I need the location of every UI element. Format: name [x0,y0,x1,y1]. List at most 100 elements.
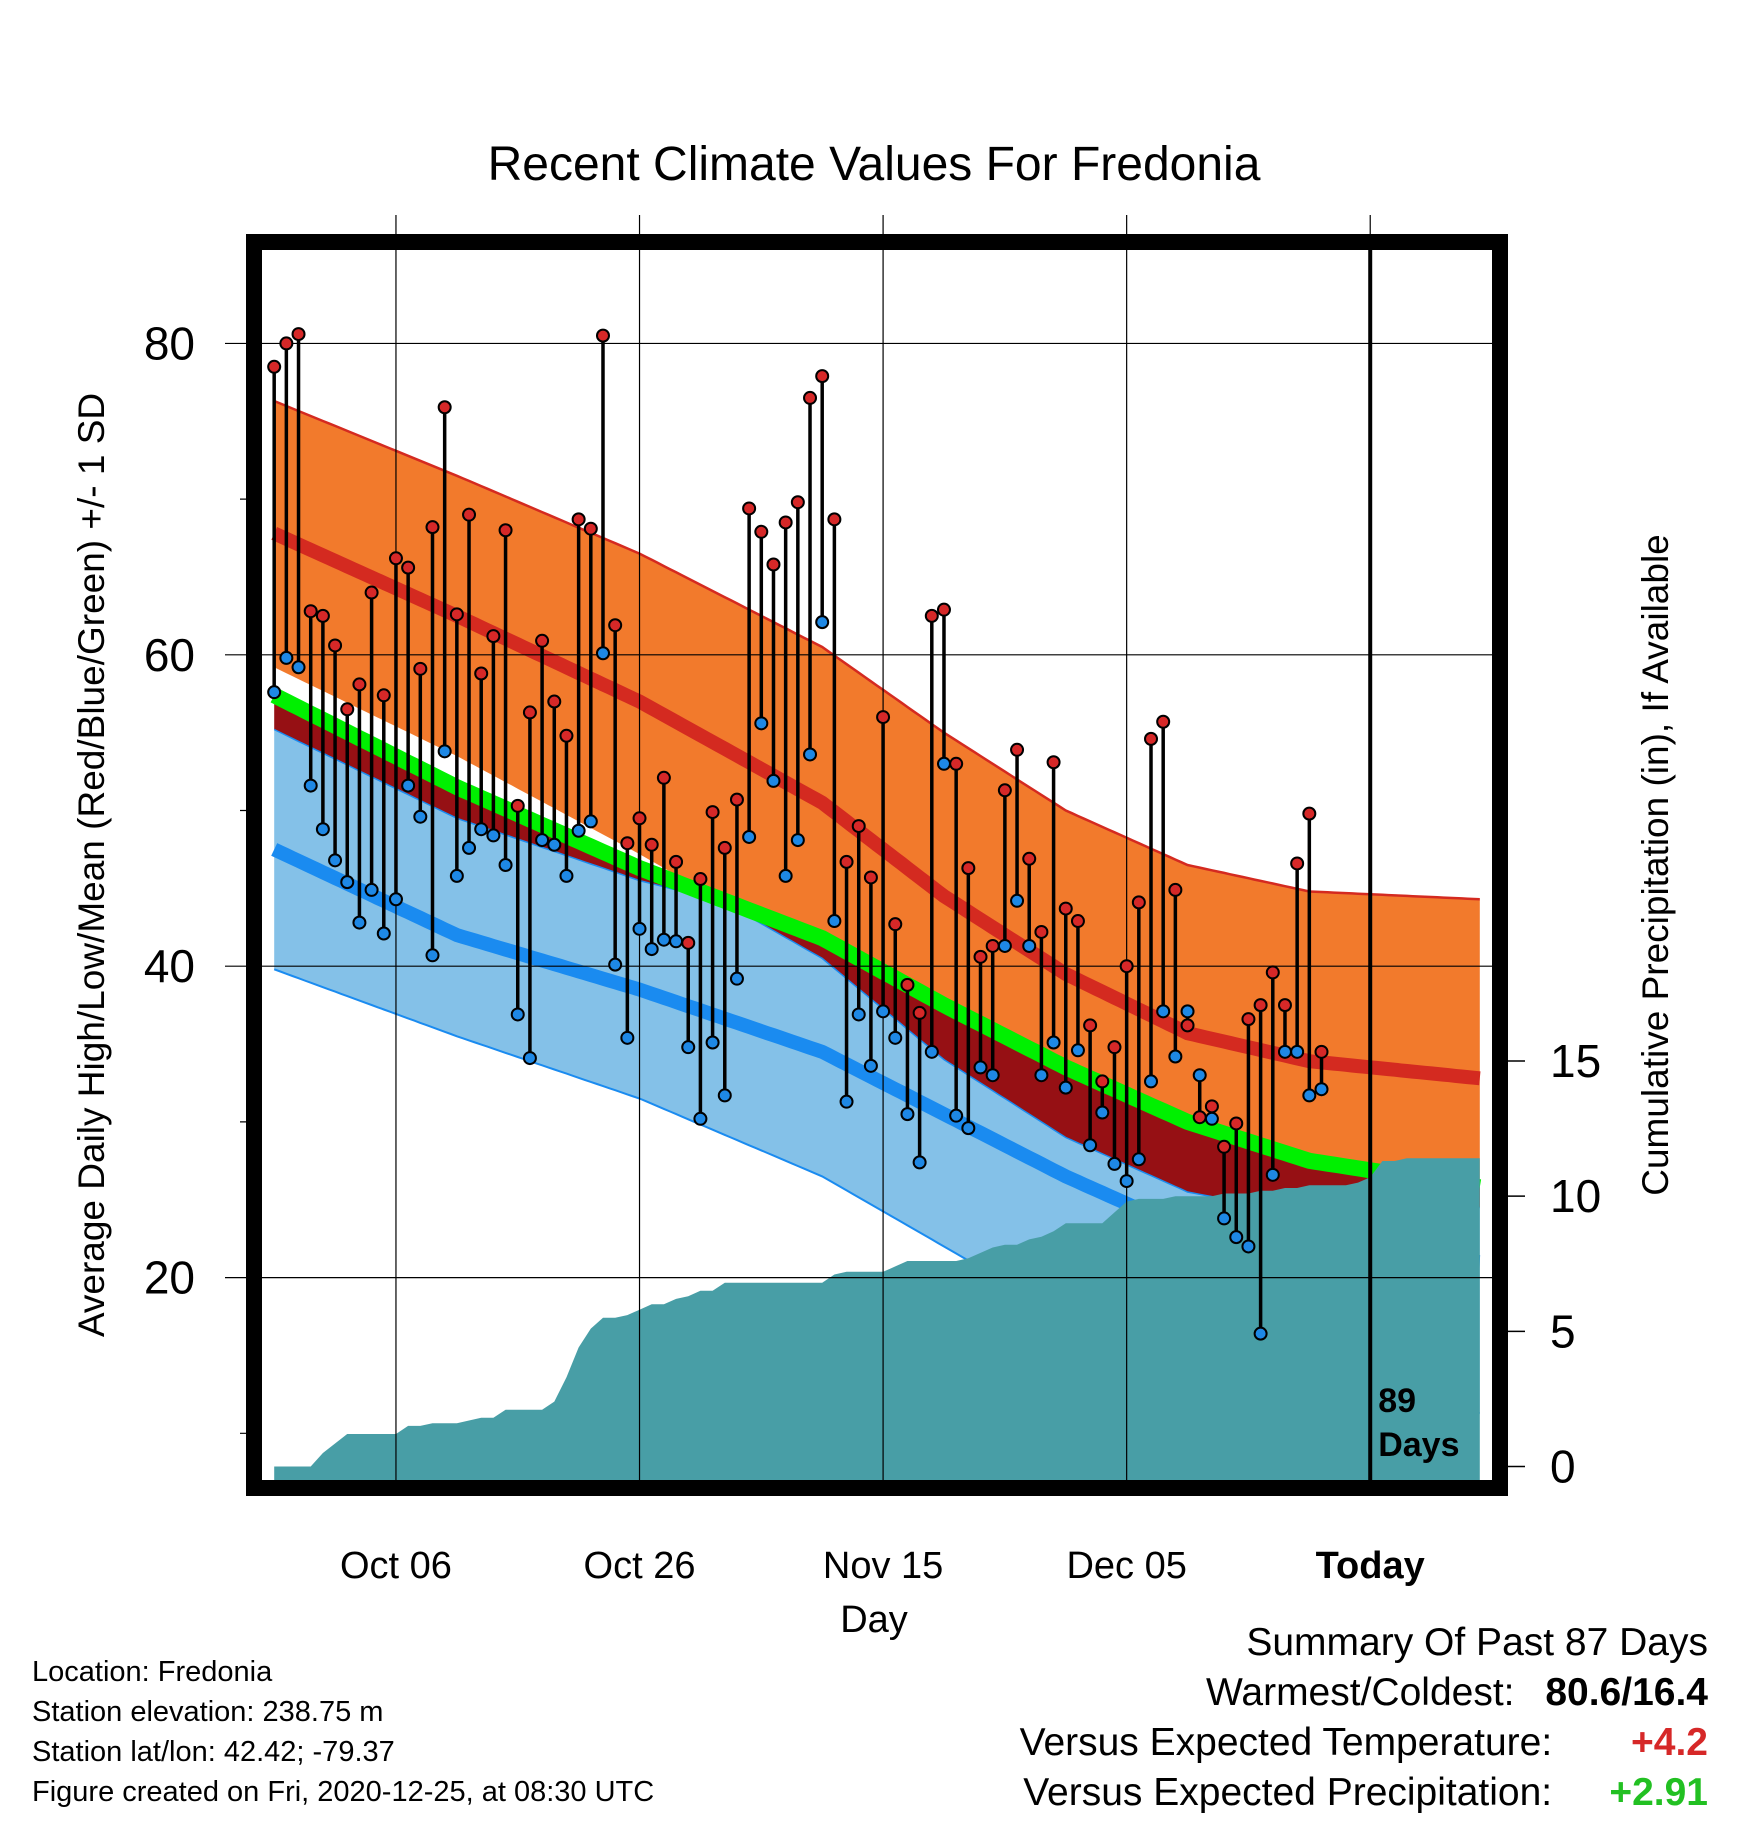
daily-low-point [498,858,513,872]
daily-low-point [559,868,574,883]
daily-low-point [1107,1156,1122,1171]
daily-low-point [571,823,586,838]
daily-high-point [888,917,903,932]
summary-heading: Summary Of Past 87 Days [1246,1621,1708,1664]
daily-low-point [900,1107,915,1122]
daily-high-point [1058,901,1073,916]
daily-high-point [486,629,501,644]
high-normal-band [274,401,1480,1216]
daily-low-point [1058,1080,1073,1095]
daily-low-point [803,747,818,762]
daily-low-point [876,1004,891,1019]
daily-high-point [681,935,696,950]
elevation-text: Station elevation: 238.75 m [32,1696,384,1728]
precip-departure-label: Versus Expected Precipitation: [1023,1771,1553,1814]
daily-high-point [547,694,562,709]
high-band-upper-edge [273,399,1480,901]
chart-title: Recent Climate Values For Fredonia [488,138,1261,191]
daily-low-point [1046,1035,1061,1050]
y-tick-label: 60 [144,629,195,681]
daily-high-point [498,523,513,538]
daily-low-point [681,1040,696,1055]
daily-low-point [912,1155,927,1170]
daily-high-point [352,677,367,692]
daily-low-point [1290,1044,1305,1059]
daily-low-point [961,1121,976,1136]
daily-low-point [1131,1152,1146,1167]
y2-tick-label: 0 [1550,1440,1576,1492]
daily-high-point [851,819,866,834]
daily-low-point [1083,1138,1098,1153]
days-count-label: 89 [1378,1382,1416,1420]
daily-low-point [352,915,367,930]
daily-low-point [1277,1044,1292,1059]
daily-high-point [1034,924,1049,939]
daily-low-point [1241,1239,1256,1254]
daily-high-point [815,369,830,384]
summary-precip-row: Versus Expected Precipitation: +2.91 [1020,1768,1708,1818]
daily-high-point [1095,1074,1110,1089]
daily-low-point [608,957,623,972]
daily-low-point [1010,893,1025,908]
daily-low-point [997,938,1012,953]
daily-high-point [1277,998,1292,1013]
warmest-value: 80.6/16.4 [1545,1671,1708,1714]
daily-high-point [413,661,428,676]
daily-high-point [1083,1018,1098,1033]
daily-low-point [766,773,781,788]
x-tick-label: Today [1316,1545,1425,1587]
daily-high-point [315,608,330,623]
y-tick-label: 40 [144,940,195,992]
daily-high-point [1022,851,1037,866]
daily-high-point [1070,914,1085,929]
daily-low-point [717,1088,732,1103]
daily-high-point [742,501,757,516]
daily-high-point [669,854,684,869]
daily-low-point [1265,1167,1280,1182]
daily-high-point [474,666,489,681]
daily-low-point [437,744,452,759]
daily-low-point [1302,1088,1317,1103]
daily-low-point [1229,1230,1244,1245]
daily-high-point [1253,998,1268,1013]
daily-high-point [1229,1116,1244,1131]
daily-high-point [973,949,988,964]
daily-low-point [547,837,562,852]
y-tick-label: 20 [144,1252,195,1304]
daily-high-point [267,359,282,374]
daily-high-point [1217,1139,1232,1154]
daily-high-point [1192,1110,1207,1125]
daily-high-point [924,608,939,623]
daily-high-point [462,507,477,522]
daily-high-point [1290,856,1305,871]
warmest-label: Warmest/Coldest: [1206,1671,1515,1714]
daily-low-point [705,1035,720,1050]
daily-high-point [291,327,306,342]
daily-high-point [961,861,976,876]
daily-high-point [608,618,623,633]
daily-high-point [1302,806,1317,821]
summary-panel: Summary Of Past 87 Days Warmest/Coldest:… [1020,1618,1708,1818]
daily-low-point [620,1030,635,1045]
precip-area [274,1158,1480,1480]
daily-high-point [656,770,671,785]
daily-low-point [303,778,318,793]
daily-high-point [827,512,842,527]
daily-low-point [522,1051,537,1066]
daily-high-point [766,557,781,572]
daily-low-point [1156,1004,1171,1019]
daily-low-point [1034,1068,1049,1083]
plot-frame [246,234,1508,1496]
daily-low-point [754,716,769,731]
daily-low-point [1180,1004,1195,1019]
daily-high-point [1046,755,1061,770]
daily-high-point [729,792,744,807]
daily-high-point [376,688,391,703]
y-tick-label: 80 [144,317,195,369]
x-tick-label: Oct 26 [584,1545,696,1587]
daily-low-point [863,1058,878,1073]
daily-high-point [595,328,610,343]
daily-high-point [717,840,732,855]
daily-low-point [693,1111,708,1126]
daily-low-point [924,1044,939,1059]
